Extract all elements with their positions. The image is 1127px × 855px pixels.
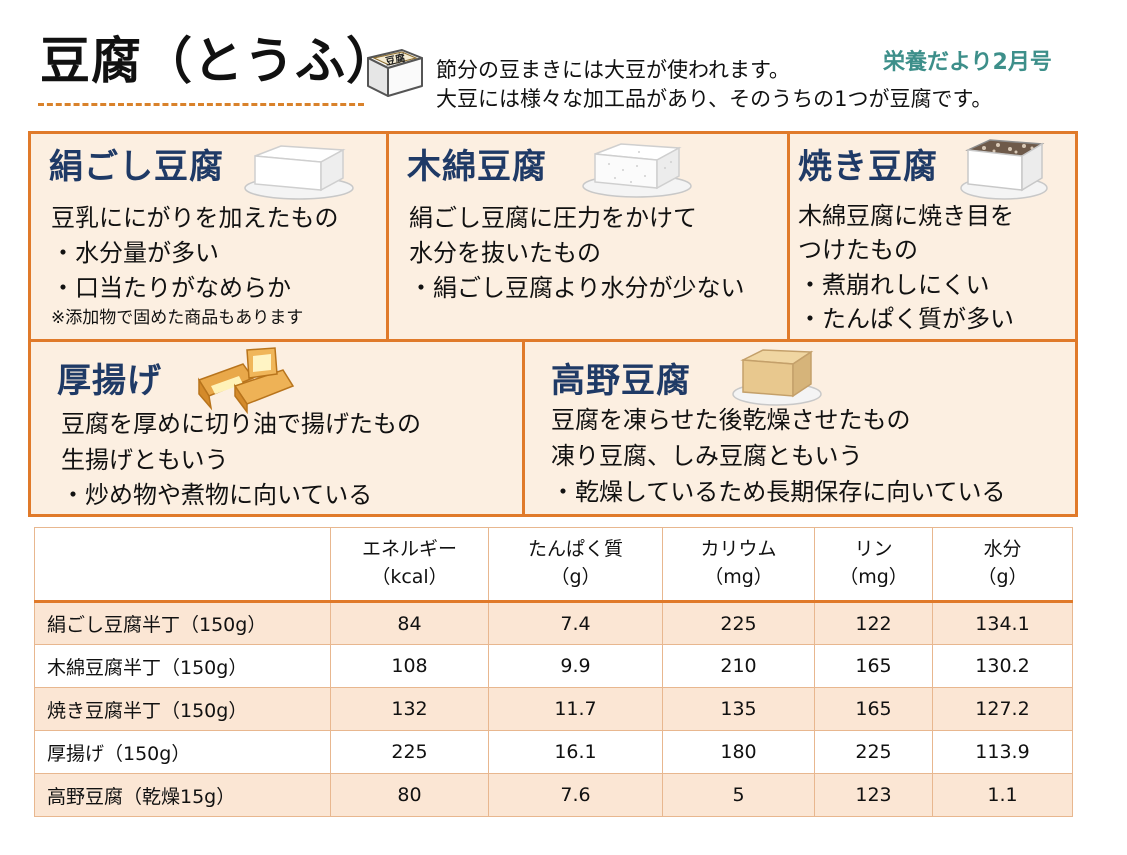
phosphorus-cell: 123 bbox=[814, 773, 933, 817]
grilled-tofu-icon bbox=[960, 139, 1048, 200]
panel-firm-tofu: 木綿豆腐 絹ごし豆腐に圧力をかけて 水分を抜いたもの ・絹ごし豆腐より水分が少な… bbox=[386, 131, 790, 342]
energy-cell: 84 bbox=[330, 601, 489, 645]
panel-line: ・絹ごし豆腐より水分が少ない bbox=[409, 274, 745, 302]
water-cell: 127.2 bbox=[932, 687, 1073, 731]
fried-tofu-icon bbox=[197, 347, 295, 414]
phosphorus-cell: 165 bbox=[814, 644, 933, 688]
panel-line: ・口当たりがなめらか bbox=[51, 274, 291, 302]
food-name-cell: 厚揚げ（150g） bbox=[34, 730, 331, 774]
potassium-cell: 135 bbox=[662, 687, 815, 731]
table-row: 厚揚げ（150g） 225 16.1 180 225 113.9 bbox=[34, 730, 1073, 774]
panel-title: 高野豆腐 bbox=[551, 361, 691, 401]
food-name-cell: 焼き豆腐半丁（150g） bbox=[34, 687, 331, 731]
panel-line: 水分を抜いたもの bbox=[409, 239, 601, 267]
table-row: 高野豆腐（乾燥15g） 80 7.6 5 123 1.1 bbox=[34, 773, 1073, 817]
column-header-protein: たんぱく質 （g） bbox=[488, 527, 663, 603]
panel-silken-tofu: 絹ごし豆腐 豆乳ににがりを加えたもの ・水分量が多い ・口当たりがなめらか ※添… bbox=[28, 131, 389, 342]
panel-line: ・水分量が多い bbox=[51, 239, 219, 267]
panel-fried-tofu: 厚揚げ 豆腐を厚めに切り油で揚げたもの 生揚げともいう ・炒め物や煮物に向いてい… bbox=[28, 339, 525, 517]
panel-title: 絹ごし豆腐 bbox=[49, 147, 224, 187]
panel-line: つけたもの bbox=[798, 236, 918, 264]
nutrition-table: エネルギー （kcal） たんぱく質 （g） カリウム （mg） リン （mg） 水分 （… bbox=[34, 527, 1073, 817]
energy-cell: 132 bbox=[330, 687, 489, 731]
panel-line: ・煮崩れしにくい bbox=[798, 271, 990, 299]
header-label: たんぱく質 bbox=[527, 538, 623, 561]
potassium-cell: 210 bbox=[662, 644, 815, 688]
table-row: 絹ごし豆腐半丁（150g） 84 7.4 225 122 134.1 bbox=[34, 601, 1073, 645]
header-unit: （g） bbox=[977, 566, 1028, 588]
header-unit: （g） bbox=[550, 566, 601, 588]
panel-line: 豆腐を凍らせた後乾燥させたもの bbox=[551, 406, 911, 434]
water-cell: 113.9 bbox=[932, 730, 1073, 774]
header-unit: （mg） bbox=[839, 566, 908, 588]
panel-line: 絹ごし豆腐に圧力をかけて bbox=[409, 204, 697, 232]
page-title: 豆腐（とうふ） bbox=[40, 32, 397, 90]
potassium-cell: 5 bbox=[662, 773, 815, 817]
column-header-energy: エネルギー （kcal） bbox=[330, 527, 489, 603]
panel-note: ※添加物で固めた商品もあります bbox=[51, 308, 304, 328]
column-header-phosphorus: リン （mg） bbox=[814, 527, 933, 603]
panel-line: 豆乳ににがりを加えたもの bbox=[51, 204, 339, 232]
title-underline bbox=[38, 103, 364, 106]
protein-cell: 7.6 bbox=[488, 773, 663, 817]
column-header-potassium: カリウム （mg） bbox=[662, 527, 815, 603]
header-label: 水分 bbox=[983, 538, 1022, 561]
energy-cell: 108 bbox=[330, 644, 489, 688]
protein-cell: 11.7 bbox=[488, 687, 663, 731]
intro-line-1: 節分の豆まきには大豆が使われます。 bbox=[436, 58, 790, 82]
protein-cell: 9.9 bbox=[488, 644, 663, 688]
potassium-cell: 180 bbox=[662, 730, 815, 774]
energy-cell: 80 bbox=[330, 773, 489, 817]
silken-tofu-icon bbox=[244, 145, 354, 200]
header-label: エネルギー bbox=[361, 538, 457, 561]
panel-line: 豆腐を厚めに切り油で揚げたもの bbox=[61, 410, 421, 438]
water-cell: 130.2 bbox=[932, 644, 1073, 688]
panel-line: ・炒め物や煮物に向いている bbox=[61, 481, 373, 509]
panel-line: 生揚げともいう bbox=[61, 446, 229, 474]
tofu-box-label: 豆腐 bbox=[384, 51, 406, 68]
food-name-cell: 高野豆腐（乾燥15g） bbox=[34, 773, 331, 817]
panel-line: 木綿豆腐に焼き目を bbox=[798, 202, 1014, 230]
water-cell: 134.1 bbox=[932, 601, 1073, 645]
food-name-cell: 絹ごし豆腐半丁（150g） bbox=[34, 601, 331, 645]
phosphorus-cell: 122 bbox=[814, 601, 933, 645]
header-label: リン bbox=[854, 538, 893, 561]
panel-grilled-tofu: 焼き豆腐 木綿豆腐に焼き目を つけたもの ・煮崩れしにくい ・たんぱく質が多い bbox=[787, 131, 1078, 342]
column-header-water: 水分 （g） bbox=[932, 527, 1073, 603]
intro-line-2: 大豆には様々な加工品があり、そのうちの1つが豆腐です。 bbox=[436, 87, 993, 111]
protein-cell: 7.4 bbox=[488, 601, 663, 645]
phosphorus-cell: 165 bbox=[814, 687, 933, 731]
table-header-row: エネルギー （kcal） たんぱく質 （g） カリウム （mg） リン （mg） 水分 （… bbox=[34, 527, 1073, 603]
panel-line: ・乾燥しているため長期保存に向いている bbox=[551, 478, 1006, 506]
panel-line: ・たんぱく質が多い bbox=[798, 305, 1014, 333]
panel-title: 厚揚げ bbox=[57, 361, 162, 401]
header-label: カリウム bbox=[700, 538, 777, 561]
firm-tofu-icon bbox=[582, 143, 692, 198]
column-header-food bbox=[34, 527, 331, 603]
food-name-cell: 木綿豆腐半丁（150g） bbox=[34, 644, 331, 688]
water-cell: 1.1 bbox=[932, 773, 1073, 817]
panel-koya-tofu: 高野豆腐 豆腐を凍らせた後乾燥させたもの 凍り豆腐、しみ豆腐ともいう ・乾燥して… bbox=[522, 339, 1078, 517]
tofu-box-icon: 豆腐 bbox=[367, 49, 423, 97]
header-unit: （mg） bbox=[704, 566, 773, 588]
koya-tofu-icon bbox=[732, 349, 822, 406]
energy-cell: 225 bbox=[330, 730, 489, 774]
newsletter-label: 栄養だより2月号 bbox=[883, 50, 1052, 75]
table-row: 焼き豆腐半丁（150g） 132 11.7 135 165 127.2 bbox=[34, 687, 1073, 731]
protein-cell: 16.1 bbox=[488, 730, 663, 774]
phosphorus-cell: 225 bbox=[814, 730, 933, 774]
header-unit: （kcal） bbox=[371, 566, 448, 588]
table-row: 木綿豆腐半丁（150g） 108 9.9 210 165 130.2 bbox=[34, 644, 1073, 688]
panel-title: 焼き豆腐 bbox=[798, 147, 938, 187]
panel-line: 凍り豆腐、しみ豆腐ともいう bbox=[551, 442, 863, 470]
potassium-cell: 225 bbox=[662, 601, 815, 645]
panel-title: 木綿豆腐 bbox=[407, 147, 547, 187]
